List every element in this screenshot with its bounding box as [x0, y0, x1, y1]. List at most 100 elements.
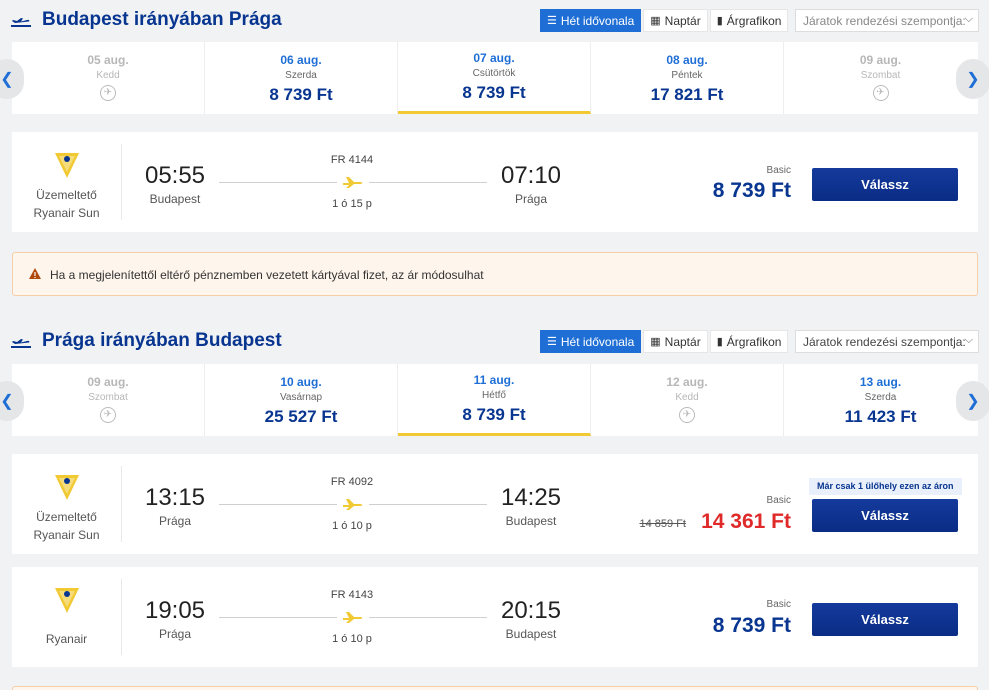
arrival-city: Prága [514, 192, 548, 206]
operator-label: Üzemeltető [36, 510, 97, 524]
warning-icon [29, 268, 41, 279]
date-price: 8 739 Ft [269, 85, 333, 104]
view-switcher: ☰ Hét idővonala ▦ Naptár ▮ Árgrafikon [540, 330, 790, 353]
warning-text: Ha a megjelenítettől eltérő pénznemben v… [50, 268, 484, 282]
list-icon: ☰ [547, 336, 557, 348]
carrier-info: Üzemeltető Ryanair Sun [12, 466, 122, 542]
date-cell: 05 aug. Kedd ✈ [12, 42, 205, 114]
plane-takeoff-icon [11, 339, 31, 348]
bar-chart-icon: ▮ [716, 336, 723, 348]
date-cell[interactable]: 08 aug. Péntek 17 821 Ft [591, 42, 784, 114]
arrival-time: 20:15 [500, 597, 562, 624]
route-line [219, 504, 337, 505]
plane-icon [343, 177, 363, 188]
seats-left-badge: Már csak 1 ülőhely ezen az áron [809, 478, 962, 495]
week-timeline-button[interactable]: ☰ Hét idővonala [540, 330, 642, 353]
date-strip: 09 aug. Szombat ✈ 10 aug. Vasárnap 25 52… [0, 364, 989, 436]
chevron-down-icon: ⌵ [964, 334, 973, 346]
date-cell: 09 aug. Szombat ✈ [12, 364, 205, 436]
departure-time: 19:05 [144, 597, 206, 624]
sort-placeholder: Járatok rendezési szempontja: [803, 334, 966, 349]
week-timeline-button[interactable]: ☰ Hét idővonala [540, 9, 642, 32]
weekday-label: Kedd [675, 392, 699, 403]
calendar-icon: ▦ [650, 336, 661, 348]
price-chart-button[interactable]: ▮ Árgrafikon [709, 330, 789, 353]
weekday-label: Szombat [860, 70, 901, 81]
button-label: Árgrafikon [726, 334, 782, 349]
date-label: 09 aug. [859, 53, 902, 67]
flight-duration: 1 ó 10 p [332, 520, 372, 532]
date-price: 8 739 Ft [462, 83, 526, 102]
route-line [369, 617, 487, 618]
weekday-label: Vasárnap [279, 392, 323, 403]
date-cell-selected[interactable]: 07 aug. Csütörtök 8 739 Ft [398, 42, 591, 114]
date-label: 05 aug. [87, 53, 129, 67]
plane-icon [343, 499, 363, 510]
fare-type: Basic [766, 165, 791, 176]
prev-dates-button[interactable]: ❮ [0, 59, 24, 99]
flight-duration: 1 ó 15 p [332, 198, 372, 210]
operator-label: Üzemeltető [36, 188, 97, 202]
flight-card: Üzemeltető Ryanair Sun 05:55 Budapest FR… [12, 132, 978, 232]
chevron-left-icon: ❮ [0, 393, 14, 410]
list-icon: ☰ [547, 15, 557, 27]
route-line [369, 504, 487, 505]
calendar-button[interactable]: ▦ Naptár [643, 9, 708, 32]
flight-number: FR 4092 [330, 476, 374, 488]
date-label: 07 aug. [473, 51, 515, 65]
route-line [219, 617, 337, 618]
date-price: 8 739 Ft [462, 405, 526, 424]
date-cell[interactable]: 10 aug. Vasárnap 25 527 Ft [205, 364, 398, 436]
chevron-down-icon: ⌵ [964, 13, 973, 25]
operator-name: Ryanair [45, 632, 88, 646]
select-flight-button[interactable]: Válassz [812, 603, 958, 636]
departure-city: Prága [158, 514, 192, 528]
button-label: Árgrafikon [726, 13, 782, 28]
no-flight-icon: ✈ [100, 85, 116, 101]
return-header: Prága irányában Budapest ☰ Hét idővonala … [0, 326, 989, 356]
ryanair-logo-icon [54, 588, 79, 613]
weekday-label: Csütörtök [472, 68, 516, 79]
date-price: 17 821 Ft [650, 85, 724, 104]
next-dates-button[interactable]: ❯ [956, 59, 989, 99]
route-line [369, 182, 487, 183]
date-label: 12 aug. [666, 375, 708, 389]
currency-warning: Ha a megjelenítettől eltérő pénznemben v… [12, 252, 978, 296]
select-flight-button[interactable]: Válassz [812, 168, 958, 201]
date-label: 10 aug. [280, 375, 322, 389]
button-label: Hét idővonala [560, 13, 635, 28]
bar-chart-icon: ▮ [716, 15, 723, 27]
chevron-right-icon: ❯ [966, 71, 980, 88]
date-cell[interactable]: 13 aug. Szerda 11 423 Ft [784, 364, 977, 436]
weekday-label: Szerda [864, 392, 897, 403]
outbound-header: Budapest irányában Prága ☰ Hét idővonala … [0, 5, 989, 35]
departure-city: Budapest [149, 192, 201, 206]
departure-time: 05:55 [144, 162, 206, 189]
no-flight-icon: ✈ [679, 407, 695, 423]
date-cell-selected[interactable]: 11 aug. Hétfő 8 739 Ft [398, 364, 591, 436]
plane-icon [343, 612, 363, 623]
calendar-button[interactable]: ▦ Naptár [643, 330, 708, 353]
sort-select[interactable]: Járatok rendezési szempontja: ⌵ [795, 330, 979, 353]
flight-card: Üzemeltető Ryanair Sun 13:15 Prága FR 40… [12, 454, 978, 554]
calendar-icon: ▦ [650, 15, 661, 27]
ryanair-logo-icon [54, 153, 79, 178]
next-dates-button[interactable]: ❯ [956, 381, 989, 421]
operator-name: Ryanair Sun [33, 206, 100, 220]
sort-placeholder: Járatok rendezési szempontja: [803, 13, 966, 28]
weekday-label: Szerda [285, 70, 317, 81]
carrier-info: Üzemeltető Ryanair Sun [12, 144, 122, 220]
prev-dates-button[interactable]: ❮ [0, 381, 24, 421]
select-flight-button[interactable]: Válassz [812, 499, 958, 532]
currency-warning-partial [12, 686, 978, 690]
old-price: 14 859 Ft [639, 518, 686, 530]
date-cell[interactable]: 06 aug. Szerda 8 739 Ft [205, 42, 398, 114]
date-price: 11 423 Ft [844, 407, 917, 426]
price-chart-button[interactable]: ▮ Árgrafikon [709, 9, 789, 32]
section-title: Prága irányában Budapest [42, 330, 282, 351]
sort-select[interactable]: Járatok rendezési szempontja: ⌵ [795, 9, 979, 32]
operator-name: Ryanair Sun [33, 528, 100, 542]
fare-type: Basic [766, 495, 791, 506]
date-price: 25 527 Ft [264, 407, 338, 426]
fare-type: Basic [766, 599, 791, 610]
